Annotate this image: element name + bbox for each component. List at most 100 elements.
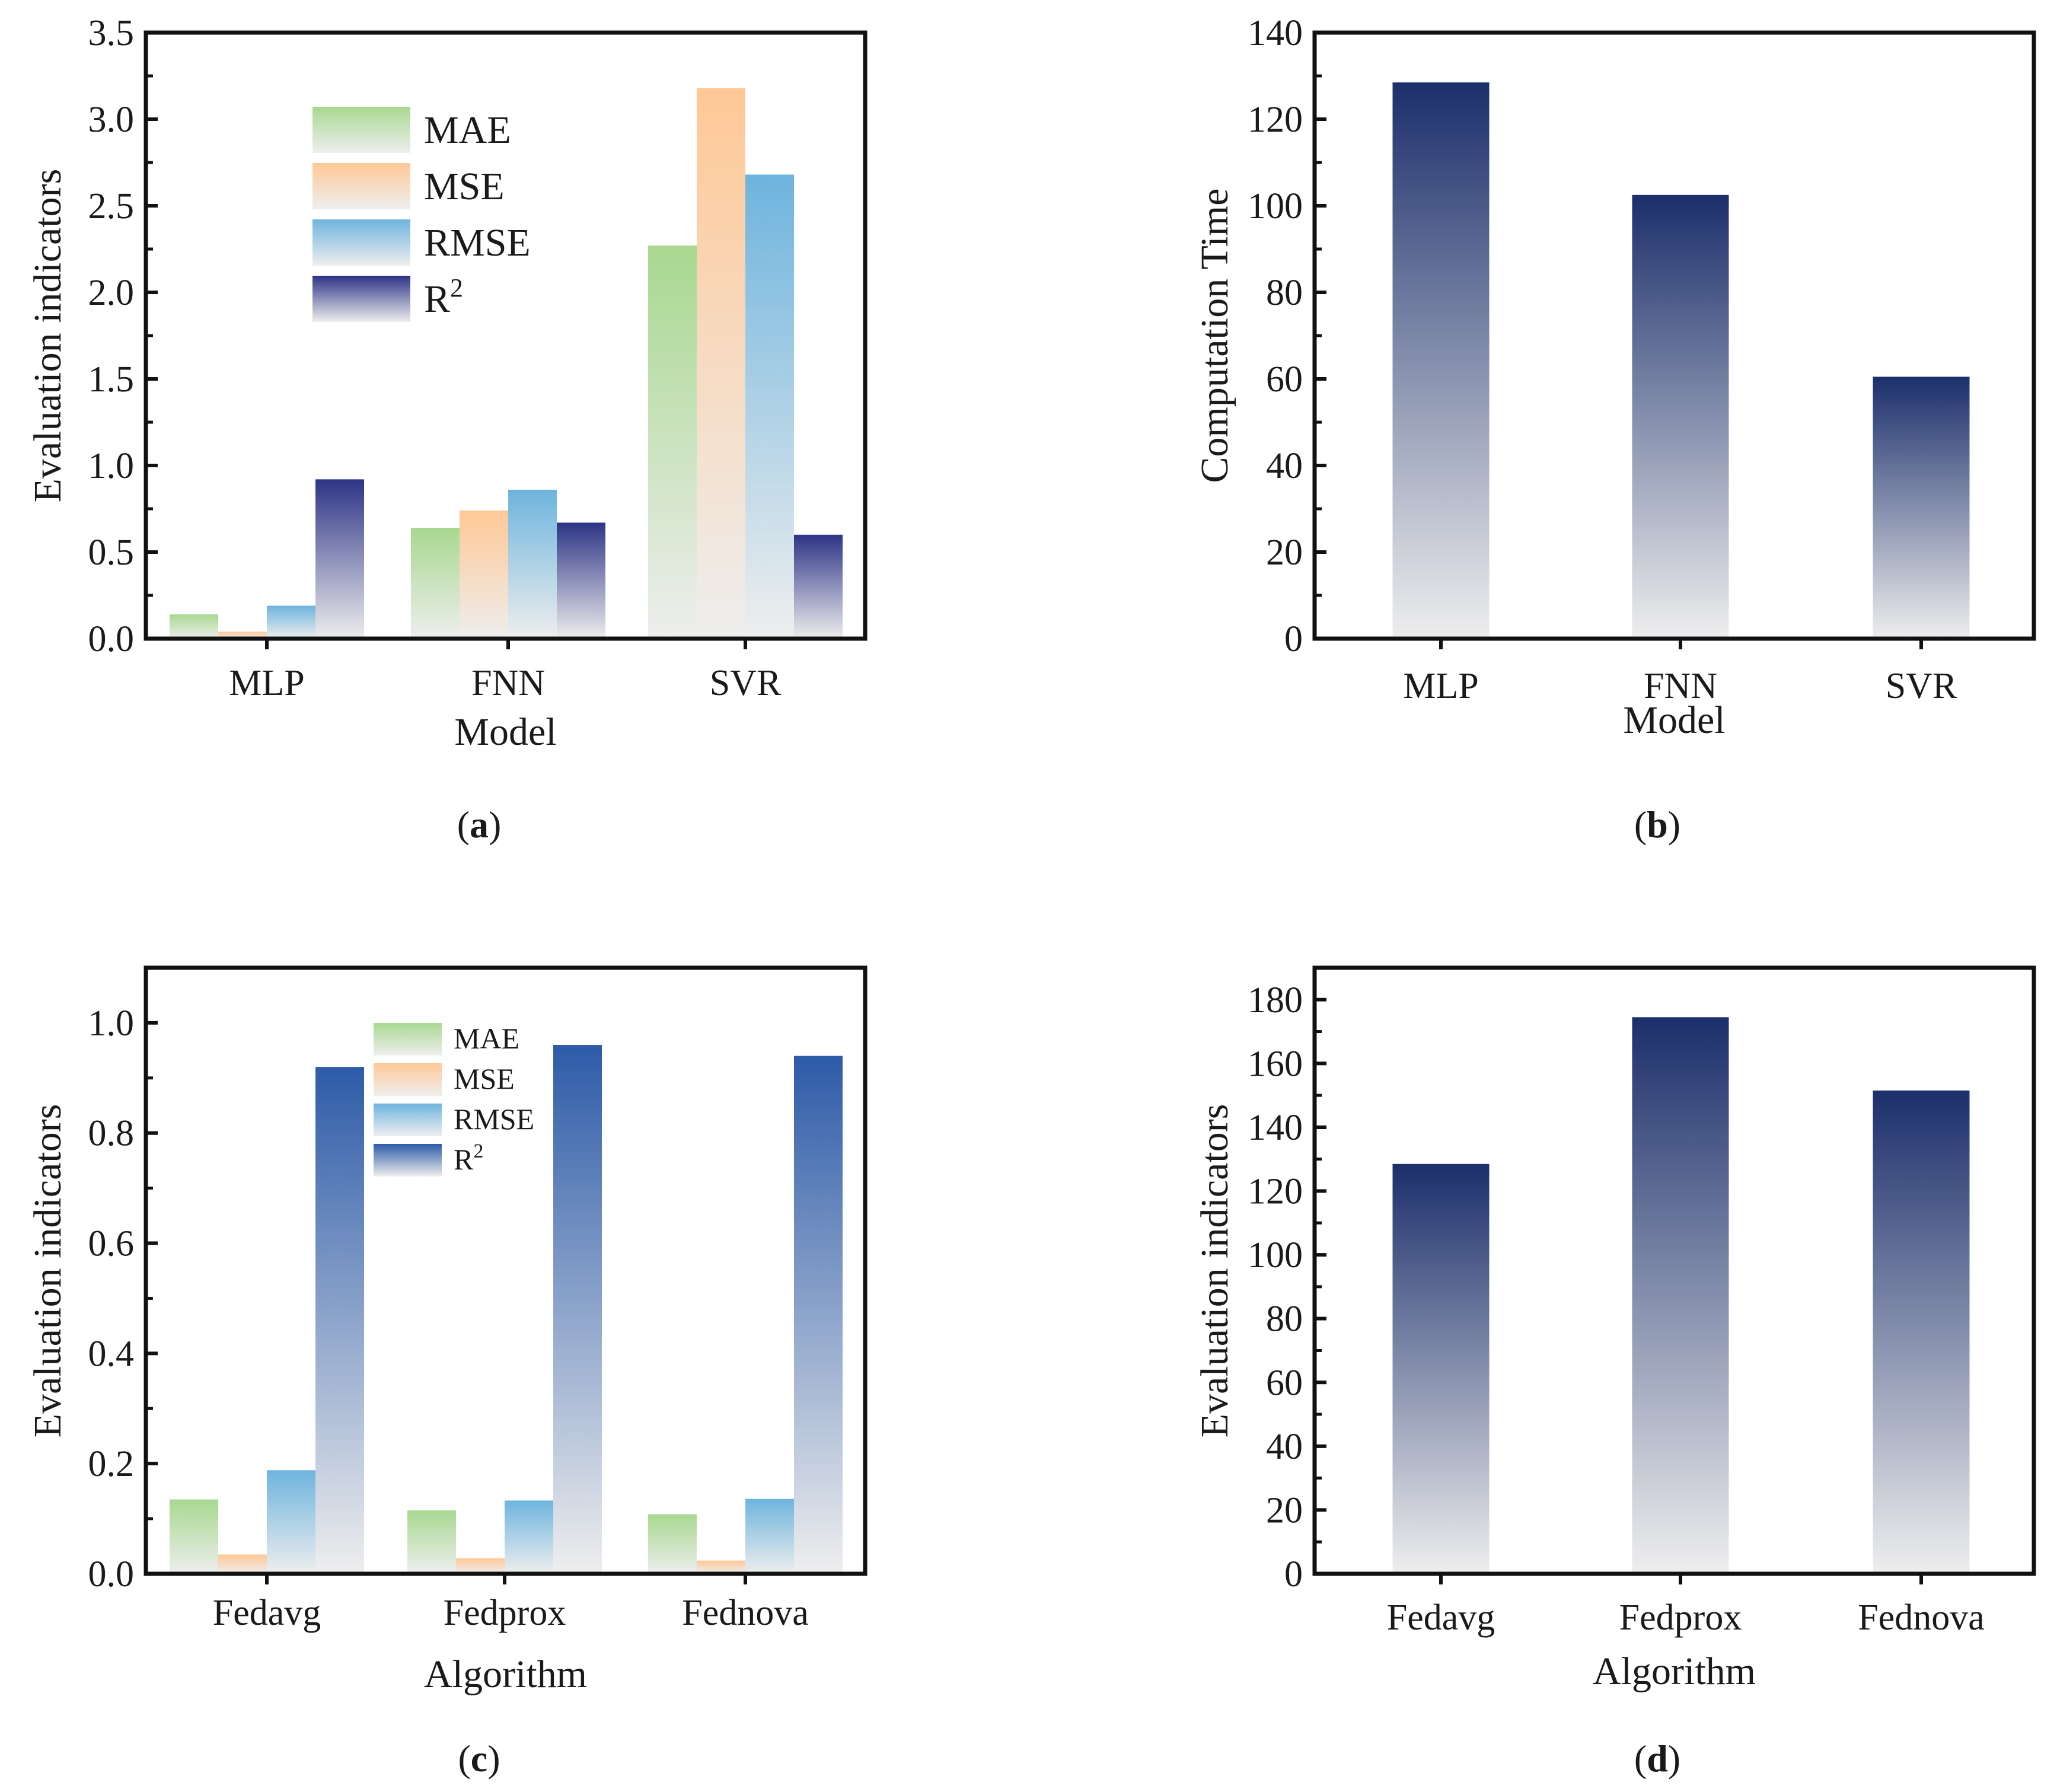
panel-c-bar-r2_c-fednova <box>794 1056 843 1574</box>
panel-d-ytick-label: 160 <box>1248 1044 1303 1084</box>
panel-c-bar-mse-fedavg <box>218 1554 267 1574</box>
panel-a-legend-swatch-mae <box>312 107 410 153</box>
panel-c-bar-rmse-fedavg <box>267 1470 315 1574</box>
panel-c-ytick-label: 0.0 <box>88 1554 135 1595</box>
panel-a-ytick-label: 3.5 <box>88 13 135 53</box>
panel-d-ytick-label: 0 <box>1284 1554 1303 1595</box>
panel-a-bar-rmse-mlp <box>267 605 315 639</box>
panel-a-legend-swatch-rmse <box>312 219 410 266</box>
panel-a-legend: MAE MSE RMSE R2 <box>312 107 531 322</box>
panel-a-legend-label-mae: MAE <box>424 109 511 152</box>
panel-c-legend-swatch-r2_c <box>374 1144 442 1176</box>
panel-c-legend-label-r2_c: R2 <box>454 1140 483 1176</box>
panel-c-ytick-label: 1.0 <box>88 1003 135 1044</box>
panel-a-ytick-label: 2.5 <box>88 186 135 227</box>
panel-d-bar-time-fedavg <box>1392 1163 1490 1574</box>
panel-c-chart: 0.0 0.2 0.4 0.6 0.8 1.0 Fedavg Fedprox Fednova Al… <box>26 965 868 1696</box>
panel-c-bar-rmse-fednova <box>745 1498 794 1574</box>
panel-b-ytick-label: 140 <box>1248 13 1303 53</box>
panel-b-caption: (b) <box>1634 803 1680 846</box>
panel-d-xaxis-title: Algorithm <box>1593 1650 1756 1693</box>
panel-c-xtick-label-fedprox: Fedprox <box>444 1593 566 1633</box>
panel-b-bar-time-svr <box>1873 377 1970 639</box>
panel-b-xaxis-title: Model <box>1623 699 1725 742</box>
panel-d-yaxis-title: Evaluation indicators <box>1193 1104 1236 1438</box>
panel-a-legend-label-r2_a: R2 <box>424 273 463 321</box>
panel-c-bar-r2_c-fedprox <box>553 1045 602 1574</box>
panel-d-axes-frame <box>1312 965 2036 1576</box>
panel-a-bar-r2_a-svr <box>794 534 843 639</box>
panel-b-ytick-label: 40 <box>1266 446 1303 486</box>
panel-c-legend: MAE MSE RMSE R2 <box>374 1022 534 1176</box>
panel-b-ytick-label: 80 <box>1266 273 1303 313</box>
panel-a-bar-rmse-fnn <box>508 489 557 639</box>
panel-c-legend-swatch-rmse <box>374 1104 442 1136</box>
panel-c-xtick-label-fedavg: Fedavg <box>213 1593 321 1633</box>
panel-a-bar-r2_a-fnn <box>557 522 605 639</box>
panel-d-ytick-label: 40 <box>1266 1427 1303 1467</box>
panel-a-caption: (a) <box>457 803 502 846</box>
panel-a-legend-swatch-mse <box>312 163 410 209</box>
panel-b-bar-time-mlp <box>1392 82 1490 639</box>
panel-d-ytick-label: 100 <box>1248 1235 1303 1276</box>
panel-a-chart: 0.0 0.5 1.0 1.5 2.0 2.5 3.0 3.5 MLP FNN SVR Model Ev… <box>26 13 868 754</box>
panel-b-bar-time-fnn <box>1632 194 1729 639</box>
panel-a-xtick-label-svr: SVR <box>710 663 782 703</box>
panel-b-ytick-label: 120 <box>1248 100 1303 140</box>
panel-a-ytick-label: 1.5 <box>88 359 135 400</box>
panel-a-xtick-label-mlp: MLP <box>229 663 304 703</box>
panel-c-ytick-label: 0.2 <box>88 1444 135 1484</box>
panel-a-ytick-label: 3.0 <box>88 100 135 140</box>
panel-c-caption: (c) <box>458 1737 500 1780</box>
panel-c-bar-r2_c-fedavg <box>315 1067 364 1574</box>
panel-d-ytick-label: 20 <box>1266 1490 1303 1530</box>
panel-a-bar-mse-svr <box>697 88 745 639</box>
panel-a-legend-label-rmse: RMSE <box>424 221 531 264</box>
panel-b-ytick-label: 0 <box>1284 619 1303 659</box>
panel-a-bar-r2_a-mlp <box>315 479 364 639</box>
panel-c-yaxis-title: Evaluation indicators <box>26 1104 69 1438</box>
panel-c-bar-mse-fedprox <box>456 1558 505 1574</box>
panel-a-ytick-label: 0.5 <box>88 533 135 573</box>
panel-d-bar-time-fedprox <box>1632 1017 1729 1574</box>
panel-c-ytick-label: 0.8 <box>88 1114 135 1154</box>
panel-b-ytick-label: 60 <box>1266 359 1303 400</box>
panel-c-axes-frame <box>143 965 868 1576</box>
panel-a-ytick-label: 1.0 <box>88 446 135 486</box>
panel-c-legend-label-rmse: RMSE <box>454 1102 534 1136</box>
panel-a-xtick-label-fnn: FNN <box>471 663 545 703</box>
panel-c-bar-mae-fedavg <box>170 1499 218 1574</box>
panel-a-xaxis-title: Model <box>454 710 556 754</box>
panel-d-caption: (d) <box>1634 1737 1680 1780</box>
panel-d-xtick-label-fedavg: Fedavg <box>1387 1598 1495 1638</box>
panel-a-bar-mae-mlp <box>170 614 218 639</box>
panel-c-xaxis-title: Algorithm <box>424 1653 587 1696</box>
panel-a-bar-mse-fnn <box>460 510 508 639</box>
panel-c-bar-rmse-fedprox <box>505 1500 553 1574</box>
panel-b-chart: 0 20 40 60 80 100 120 140 MLP FNN SVR Model Computat… <box>1193 13 2036 742</box>
panel-d-chart: 0 20 40 60 80 100 120 140 160 180 Fedavg Fedprox Fed… <box>1193 965 2036 1693</box>
panel-b-xtick-label-svr: SVR <box>1886 666 1957 706</box>
panel-d-xtick-label-fednova: Fednova <box>1858 1598 1985 1638</box>
panel-d-ytick-label: 120 <box>1248 1172 1303 1212</box>
panel-d-ytick-label: 140 <box>1248 1108 1303 1148</box>
panel-d-ytick-label: 80 <box>1266 1299 1303 1340</box>
panel-c-legend-swatch-mae <box>374 1023 442 1056</box>
panel-c-xtick-label-fednova: Fednova <box>682 1593 809 1633</box>
panel-a-bar-mae-fnn <box>411 528 460 639</box>
panel-a-legend-label-mse: MSE <box>424 165 505 208</box>
panel-b-ytick-label: 100 <box>1248 186 1303 227</box>
panel-d-ytick-label: 180 <box>1248 980 1303 1021</box>
panel-c-bar-mae-fednova <box>648 1514 697 1574</box>
panel-a-ytick-label: 2.0 <box>88 273 135 313</box>
panel-b-ytick-label: 20 <box>1266 533 1303 573</box>
panel-c-ytick-label: 0.6 <box>88 1224 135 1264</box>
panel-a-yaxis-title: Evaluation indicators <box>26 169 69 503</box>
panel-d-bar-time-fednova <box>1873 1090 1970 1574</box>
panel-a-legend-swatch-r2_a <box>312 276 410 322</box>
panel-a-bar-mse-mlp <box>218 632 267 639</box>
panel-d-xtick-label-fedprox: Fedprox <box>1619 1598 1742 1638</box>
panel-b-xtick-label-fnn: FNN <box>1644 666 1717 706</box>
panel-d-ytick-label: 60 <box>1266 1363 1303 1403</box>
